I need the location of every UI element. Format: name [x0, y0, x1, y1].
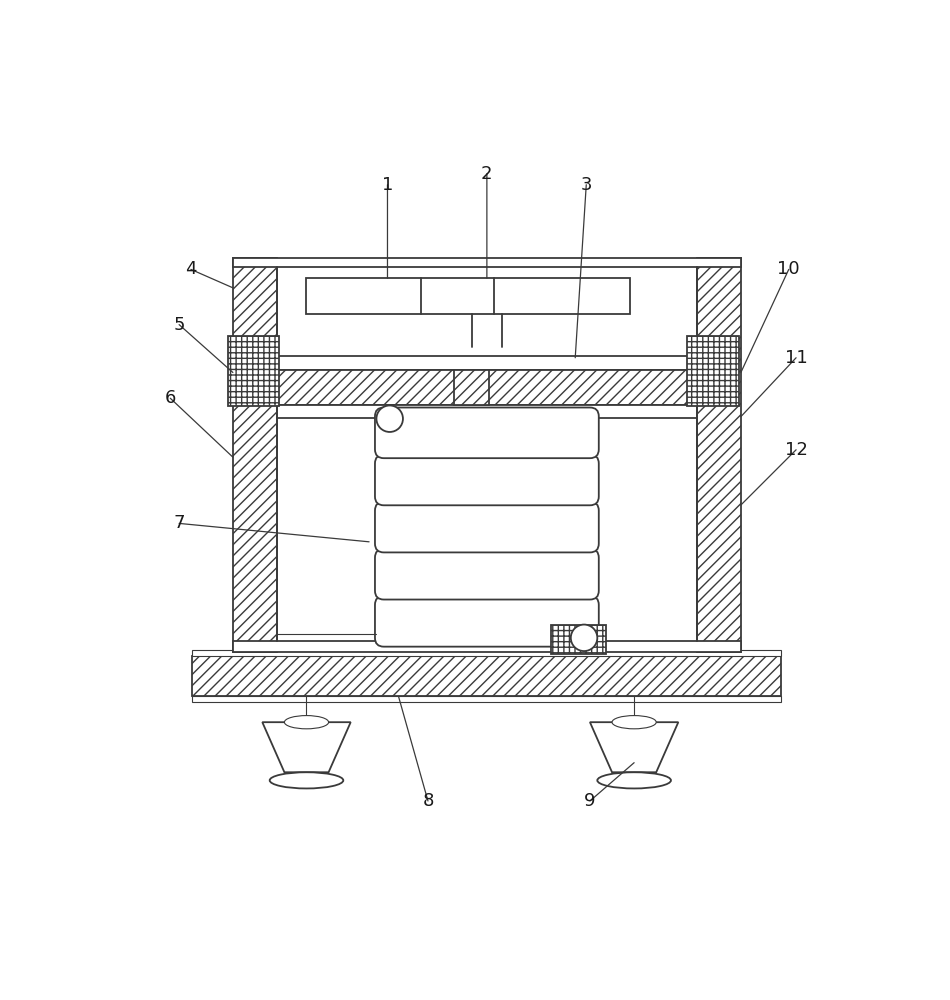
Bar [277, 370, 696, 405]
Bar [696, 258, 741, 652]
Text: 1: 1 [382, 176, 393, 194]
Circle shape [571, 625, 598, 651]
Text: 2: 2 [481, 165, 493, 183]
Bar [233, 258, 277, 652]
Text: 11: 11 [785, 349, 808, 367]
FancyBboxPatch shape [375, 596, 598, 647]
Ellipse shape [270, 772, 343, 788]
Bar [233, 641, 741, 652]
Text: 6: 6 [164, 389, 176, 407]
Ellipse shape [612, 716, 656, 729]
Bar [687, 336, 739, 406]
Ellipse shape [284, 716, 329, 729]
FancyBboxPatch shape [375, 549, 598, 600]
Bar [228, 336, 279, 406]
Text: 7: 7 [173, 514, 185, 532]
FancyBboxPatch shape [375, 455, 598, 505]
Bar [192, 650, 781, 656]
Bar [192, 696, 781, 702]
Bar [454, 370, 489, 405]
Text: 4: 4 [185, 260, 197, 278]
FancyBboxPatch shape [375, 408, 598, 458]
Text: 5: 5 [173, 316, 185, 334]
Text: 8: 8 [423, 792, 433, 810]
Circle shape [376, 405, 403, 432]
Text: 10: 10 [777, 260, 800, 278]
Polygon shape [262, 722, 351, 772]
Ellipse shape [598, 772, 671, 788]
FancyBboxPatch shape [375, 502, 598, 552]
Text: 9: 9 [584, 792, 596, 810]
Bar [551, 625, 606, 654]
Text: 12: 12 [785, 441, 808, 459]
Bar [277, 356, 696, 370]
Bar [307, 278, 631, 314]
Text: 3: 3 [580, 176, 592, 194]
Polygon shape [590, 722, 678, 772]
Bar [233, 258, 741, 267]
Bar [277, 405, 696, 418]
Bar [192, 656, 781, 696]
